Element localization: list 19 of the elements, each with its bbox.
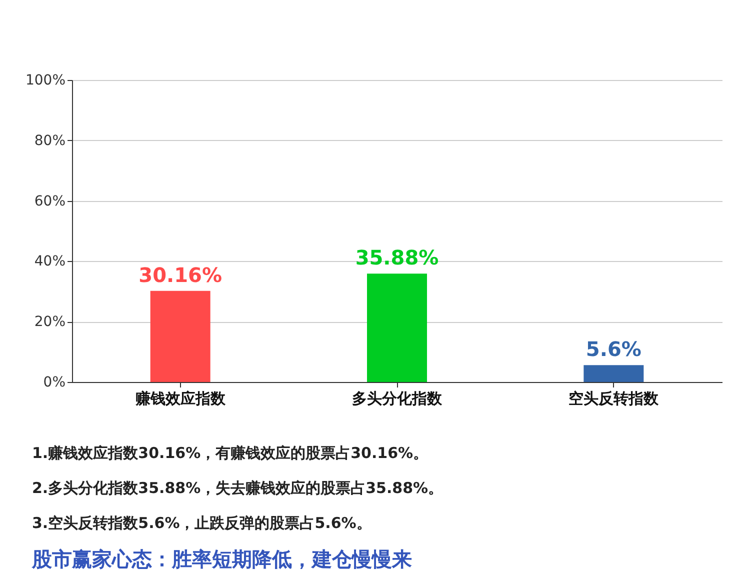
y-tick-label: 60% xyxy=(34,193,66,210)
y-tick-label: 20% xyxy=(34,314,66,330)
x-tick-label: 空头反转指数 xyxy=(568,390,660,408)
data-label: 35.88% xyxy=(355,246,439,270)
y-tick-label: 40% xyxy=(34,254,66,270)
text: 股市赢家心态：胜率短期降低，建仓慢慢来 xyxy=(32,546,413,573)
y-tick-label: 0% xyxy=(43,374,66,390)
bar xyxy=(584,365,644,382)
text: 1.赚钱效应指数30.16%，有赚钱效应的股票占30.16%。 xyxy=(32,443,430,464)
y-tick-label: 80% xyxy=(34,132,66,149)
data-label: 30.16% xyxy=(138,262,222,287)
bar xyxy=(150,290,210,382)
text: 3.空头反转指数5.6%，止跌反弹的股票占5.6%。 xyxy=(32,513,372,534)
x-tick-label: 多头分化指数 xyxy=(352,390,443,408)
y-tick-label: 100% xyxy=(25,72,66,88)
x-tick-label: 赚钱效应指数 xyxy=(134,390,226,408)
text: 2.多头分化指数35.88%，失去赚钱效应的股票占35.88%。 xyxy=(32,478,444,499)
bar xyxy=(367,274,427,382)
data-label: 5.6% xyxy=(586,337,642,362)
